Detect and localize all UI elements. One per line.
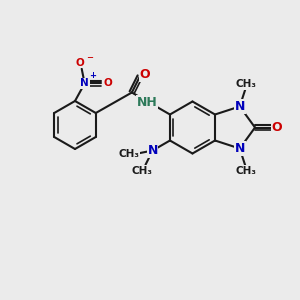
Text: O: O [75, 58, 84, 68]
Text: N: N [235, 100, 245, 113]
Text: CH₃: CH₃ [236, 166, 257, 176]
Text: CH₃: CH₃ [236, 79, 257, 89]
Text: CH₃: CH₃ [132, 166, 153, 176]
Text: O: O [272, 121, 282, 134]
Text: O: O [140, 68, 150, 81]
Text: N: N [148, 144, 158, 157]
Text: N: N [80, 79, 89, 88]
Text: −: − [86, 53, 93, 62]
Text: N: N [235, 142, 245, 155]
Text: O: O [103, 79, 112, 88]
Text: +: + [88, 71, 96, 80]
Text: NH: NH [136, 96, 157, 109]
Text: CH₃: CH₃ [118, 148, 140, 159]
